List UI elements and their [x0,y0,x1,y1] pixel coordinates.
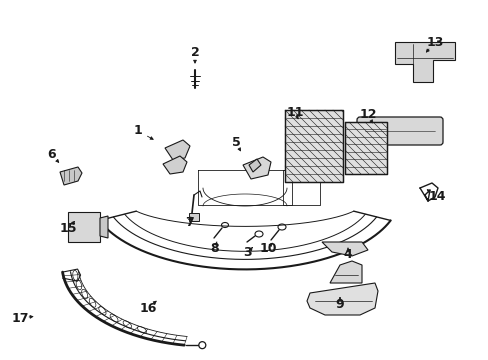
Polygon shape [306,283,377,315]
Text: 1: 1 [133,125,142,138]
Polygon shape [321,242,367,256]
Polygon shape [189,213,199,221]
Text: 7: 7 [184,216,193,230]
Text: 5: 5 [231,136,240,149]
Polygon shape [285,110,342,182]
Text: 14: 14 [427,189,445,202]
Text: 6: 6 [48,148,56,162]
Text: 11: 11 [285,105,303,118]
Text: 2: 2 [190,45,199,58]
Polygon shape [60,167,82,185]
Text: 17: 17 [11,311,29,324]
Polygon shape [100,216,108,238]
Text: 10: 10 [259,242,276,255]
Text: 12: 12 [359,108,376,122]
Polygon shape [345,122,386,174]
Polygon shape [329,261,361,283]
Text: 16: 16 [139,302,156,315]
Polygon shape [164,140,190,160]
Polygon shape [68,212,100,242]
Text: 4: 4 [343,248,352,261]
Text: 3: 3 [243,247,252,260]
Text: 8: 8 [210,242,219,255]
Text: 15: 15 [59,221,77,234]
Polygon shape [243,157,270,179]
Polygon shape [163,156,186,174]
Text: 9: 9 [335,298,344,311]
Polygon shape [394,42,454,82]
Text: 13: 13 [426,36,443,49]
Polygon shape [72,216,96,238]
Polygon shape [248,159,261,172]
FancyBboxPatch shape [356,117,442,145]
